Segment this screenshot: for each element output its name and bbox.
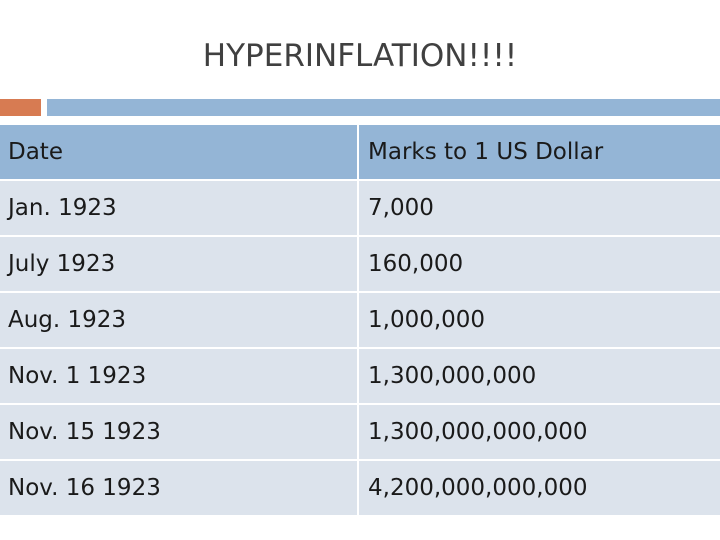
header-marks-per-dollar: Marks to 1 US Dollar <box>357 125 720 181</box>
date-cell: Nov. 16 1923 <box>0 460 358 517</box>
header-date: Date <box>0 125 358 181</box>
rate-cell: 1,300,000,000 <box>357 348 720 405</box>
slide-title: HYPERINFLATION!!!! <box>202 38 518 74</box>
table-row: Nov. 1 1923 1,300,000,000 <box>0 348 720 405</box>
table-row: Aug. 1923 1,000,000 <box>0 292 720 349</box>
rate-cell: 4,200,000,000,000 <box>357 460 720 517</box>
table-row: Nov. 16 1923 4,200,000,000,000 <box>0 460 720 517</box>
rate-cell: 160,000 <box>357 236 720 293</box>
table-row: Nov. 15 1923 1,300,000,000,000 <box>0 404 720 461</box>
table-row: Jan. 1923 7,000 <box>0 180 720 237</box>
accent-bar <box>47 99 720 116</box>
accent-square <box>0 99 41 116</box>
date-cell: Nov. 1 1923 <box>0 348 358 405</box>
date-cell: July 1923 <box>0 236 358 293</box>
date-cell: Jan. 1923 <box>0 180 358 237</box>
rate-cell: 1,300,000,000,000 <box>357 404 720 461</box>
exchange-rate-table: Date Marks to 1 US Dollar Jan. 1923 7,00… <box>0 125 720 517</box>
rate-cell: 7,000 <box>357 180 720 237</box>
table-header-row: Date Marks to 1 US Dollar <box>0 125 720 181</box>
date-cell: Nov. 15 1923 <box>0 404 358 461</box>
table-row: July 1923 160,000 <box>0 236 720 293</box>
rate-cell: 1,000,000 <box>357 292 720 349</box>
date-cell: Aug. 1923 <box>0 292 358 349</box>
